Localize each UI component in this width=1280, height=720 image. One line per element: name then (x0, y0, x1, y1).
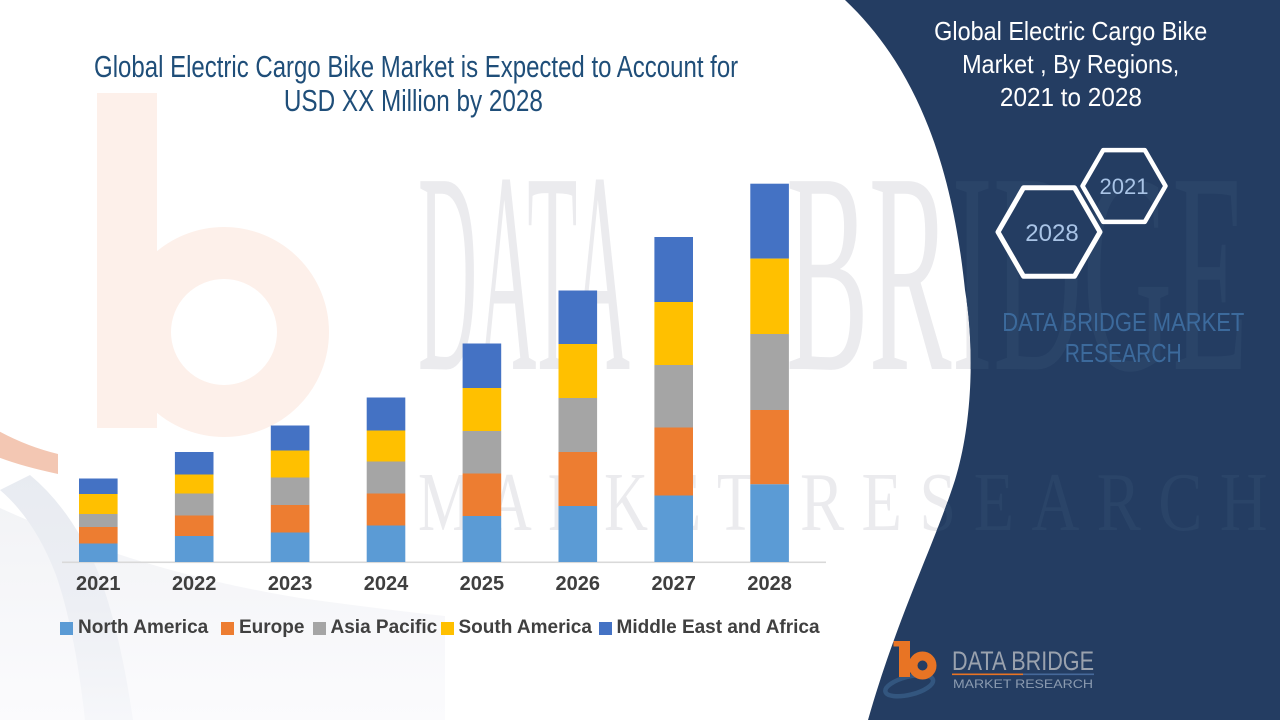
svg-text:2021: 2021 (1100, 174, 1149, 199)
svg-text:DATA BRIDGE: DATA BRIDGE (952, 646, 1094, 676)
svg-text:DATA: DATA (418, 114, 630, 432)
svg-text:MARKET RESEARCH: MARKET RESEARCH (953, 677, 1093, 691)
svg-text:2028: 2028 (1025, 220, 1078, 247)
